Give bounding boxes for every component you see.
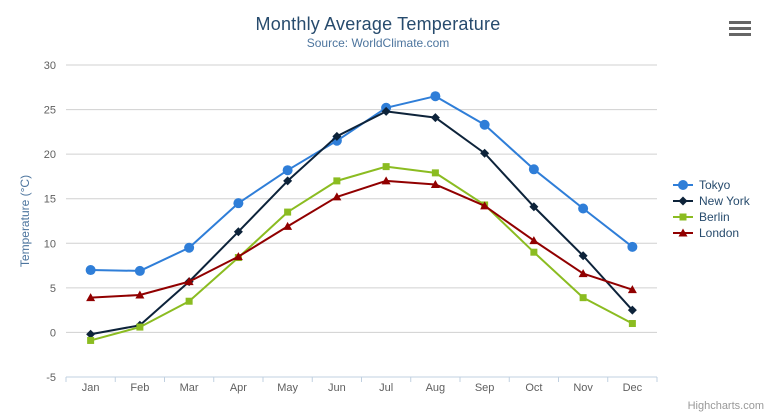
chart-title: Monthly Average Temperature <box>255 14 501 34</box>
svg-text:-5: -5 <box>46 372 56 384</box>
legend-label: Berlin <box>699 209 730 224</box>
svg-text:Feb: Feb <box>130 382 149 394</box>
london-line-marker-icon <box>672 227 694 239</box>
svg-text:30: 30 <box>44 60 56 72</box>
svg-text:20: 20 <box>44 149 56 161</box>
svg-text:Apr: Apr <box>230 382 247 394</box>
legend-item-berlin[interactable]: Berlin <box>672 209 750 224</box>
svg-text:Nov: Nov <box>573 382 593 394</box>
svg-text:5: 5 <box>50 283 56 295</box>
svg-text:Jul: Jul <box>379 382 393 394</box>
export-menu-button[interactable] <box>729 21 751 36</box>
svg-text:Dec: Dec <box>623 382 643 394</box>
legend-item-new-york[interactable]: New York <box>672 193 750 208</box>
tokyo-line-marker-icon <box>672 179 694 191</box>
legend-item-london[interactable]: London <box>672 225 750 240</box>
chart-subtitle: Source: WorldClimate.com <box>306 36 450 50</box>
svg-text:Oct: Oct <box>525 382 542 394</box>
svg-text:Sep: Sep <box>475 382 495 394</box>
svg-text:Aug: Aug <box>426 382 446 394</box>
hamburger-icon <box>729 21 751 24</box>
legend-label: Tokyo <box>699 177 731 192</box>
svg-text:Mar: Mar <box>180 382 199 394</box>
new-york-line-marker-icon <box>672 195 694 207</box>
svg-text:10: 10 <box>44 238 56 250</box>
legend-item-tokyo[interactable]: Tokyo <box>672 177 750 192</box>
berlin-line-marker-icon <box>672 211 694 223</box>
legend-label: New York <box>699 193 750 208</box>
legend: Tokyo New York Berlin London <box>672 177 750 240</box>
svg-text:25: 25 <box>44 105 56 117</box>
svg-text:May: May <box>277 382 298 394</box>
legend-label: London <box>699 225 740 240</box>
svg-text:0: 0 <box>50 327 56 339</box>
svg-text:15: 15 <box>44 194 56 206</box>
highcharts-credit-link[interactable]: Highcharts.com <box>687 400 764 412</box>
svg-text:Jan: Jan <box>82 382 100 394</box>
svg-text:Jun: Jun <box>328 382 346 394</box>
